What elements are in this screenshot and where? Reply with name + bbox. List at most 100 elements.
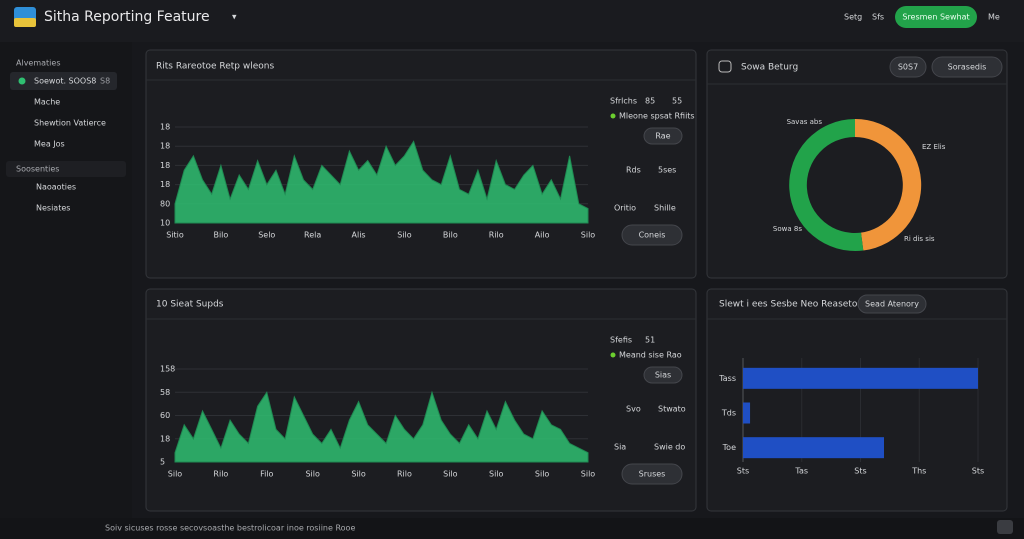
x-tick-label: Sts <box>854 467 866 476</box>
nav-item[interactable]: Mea Jos <box>34 140 65 149</box>
sidebar <box>0 42 132 518</box>
x-tick-label: Silo <box>397 231 412 240</box>
y-tick-label: 158 <box>160 365 175 374</box>
caret: ▾ <box>232 13 237 23</box>
stat-label: Oritio <box>614 204 636 213</box>
button-label[interactable]: Coneis <box>639 231 666 240</box>
section-header <box>6 161 126 177</box>
bar <box>743 402 751 424</box>
nav-item[interactable]: Nesiates <box>36 204 70 213</box>
chart-title: Sowa Beturg <box>741 63 798 73</box>
button-label[interactable]: Sorasedis <box>948 63 987 72</box>
slice-label: Ri dis sis <box>904 235 935 243</box>
x-tick-label: Alis <box>352 231 366 240</box>
x-tick-label: Silo <box>168 470 183 479</box>
button[interactable] <box>857 294 927 314</box>
x-tick-label: Bilo <box>443 231 458 240</box>
panel <box>706 288 1008 512</box>
legend-heading: Sfefis <box>610 336 632 345</box>
chart-title: Slewt i ees Sesbe Neo Reaseto <box>719 300 858 310</box>
section-title: Soosenties <box>16 165 59 174</box>
primary-button[interactable] <box>895 6 977 28</box>
donut-slice <box>855 118 922 251</box>
legend-heading: 55 <box>672 97 682 106</box>
stat-value: Stwato <box>658 405 686 414</box>
nav-item[interactable]: Shewtion Vatierce <box>34 119 106 128</box>
user-menu[interactable]: Me <box>988 13 1000 22</box>
panel <box>706 49 1008 279</box>
slice-label: Savas abs <box>787 118 823 126</box>
x-tick-label: Ths <box>911 467 926 476</box>
stat-label: Svo <box>626 405 641 414</box>
slice-label: EZ Elis <box>922 143 946 151</box>
chart-title: 10 Sieat Supds <box>156 300 224 310</box>
x-tick-label: Rilo <box>397 470 412 479</box>
x-tick-label: Tas <box>794 467 808 476</box>
y-tick-label: 18 <box>160 142 170 151</box>
button[interactable] <box>889 56 927 78</box>
chart-title: Rits Rareotoe Retp wleons <box>156 62 274 72</box>
y-tick-label: 80 <box>160 199 170 208</box>
bar <box>743 367 978 389</box>
nav-item[interactable]: Naoaoties <box>36 183 76 192</box>
bar <box>743 437 884 459</box>
button[interactable] <box>643 127 683 145</box>
y-tick-label: 5 <box>160 458 165 467</box>
legend-swatch <box>610 113 616 119</box>
button-label[interactable]: Sruses <box>639 470 666 479</box>
button-label[interactable]: S0S7 <box>898 63 918 72</box>
donut-slice <box>789 119 864 251</box>
x-tick-label: Silo <box>535 470 550 479</box>
nav-item[interactable]: Soewot. SOOS8 <box>34 77 96 86</box>
status-dot <box>18 77 26 85</box>
legend-swatch <box>610 352 616 358</box>
section-title: Alvematies <box>16 59 61 68</box>
primary-button-label[interactable]: Sresmen Sewhat <box>902 13 969 22</box>
panel-icon <box>718 60 732 73</box>
legend-heading: 51 <box>645 336 655 345</box>
nav-item-active[interactable] <box>10 72 117 90</box>
y-tick-label: Tass <box>718 374 736 383</box>
top-bar <box>0 0 1024 42</box>
button-label[interactable]: Sead Atenory <box>865 300 919 309</box>
stat-label: Rds <box>626 166 641 175</box>
y-tick-label: 10 <box>160 219 170 228</box>
x-tick-label: Rilo <box>489 231 504 240</box>
button-label[interactable]: Sias <box>655 371 671 380</box>
stat-value: Shille <box>654 204 676 213</box>
x-tick-label: Rilo <box>213 470 228 479</box>
nav-item[interactable]: Mache <box>34 98 60 107</box>
x-tick-label: Silo <box>351 470 366 479</box>
x-tick-label: Silo <box>305 470 320 479</box>
x-tick-label: Silo <box>581 470 596 479</box>
button[interactable] <box>621 224 683 246</box>
x-tick-label: Ailo <box>535 231 550 240</box>
button[interactable] <box>621 463 683 485</box>
footer-icon[interactable] <box>997 520 1013 534</box>
x-tick-label: Selo <box>258 231 275 240</box>
y-tick-label: 18 <box>160 180 170 189</box>
x-tick-label: Silo <box>443 470 458 479</box>
button[interactable] <box>931 56 1003 78</box>
y-tick-label: Toe <box>722 443 736 452</box>
y-tick-label: Tds <box>721 409 736 418</box>
y-tick-label: 18 <box>160 434 170 443</box>
y-tick-label: 18 <box>160 161 170 170</box>
area <box>174 390 589 463</box>
nav-link[interactable]: Setg <box>844 13 862 22</box>
x-tick-label: Silo <box>581 231 596 240</box>
logo-part <box>14 18 36 27</box>
x-tick-label: Sts <box>972 467 984 476</box>
y-tick-label: 60 <box>160 411 170 420</box>
stat-label: Sia <box>614 443 626 452</box>
footer-bar <box>0 518 1024 539</box>
stat-value: 5ses <box>658 166 676 175</box>
stat-value: Swie do <box>654 443 685 452</box>
y-tick-label: 18 <box>160 123 170 132</box>
button[interactable] <box>643 366 683 384</box>
button-label[interactable]: Rae <box>655 132 670 141</box>
nav-link[interactable]: Sfs <box>872 13 884 22</box>
legend-label: Mleone spsat Rfiits <box>619 112 695 121</box>
